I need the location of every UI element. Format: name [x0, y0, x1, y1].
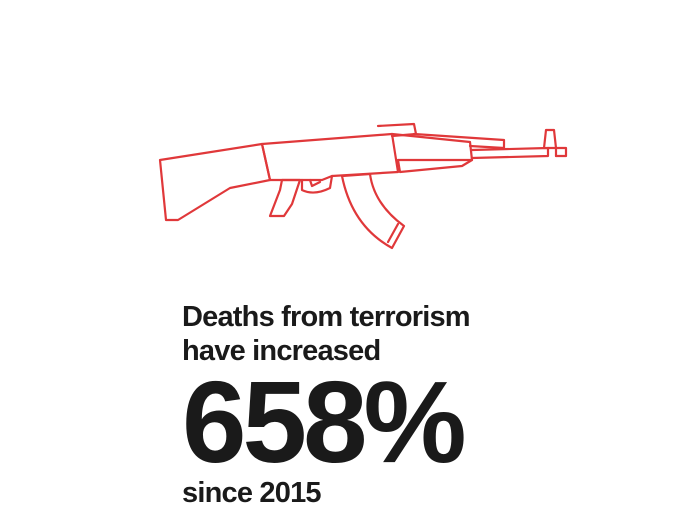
rifle-icon: [152, 120, 572, 250]
stat-headline-line-2: have increased: [182, 335, 381, 367]
stat-headline-line-1: Deaths from terrorism: [182, 301, 471, 333]
stat-block: Deaths from terrorism have increased 658…: [182, 300, 542, 510]
stat-value: 658%: [182, 357, 467, 487]
stat-since: since 2015: [182, 477, 322, 509]
